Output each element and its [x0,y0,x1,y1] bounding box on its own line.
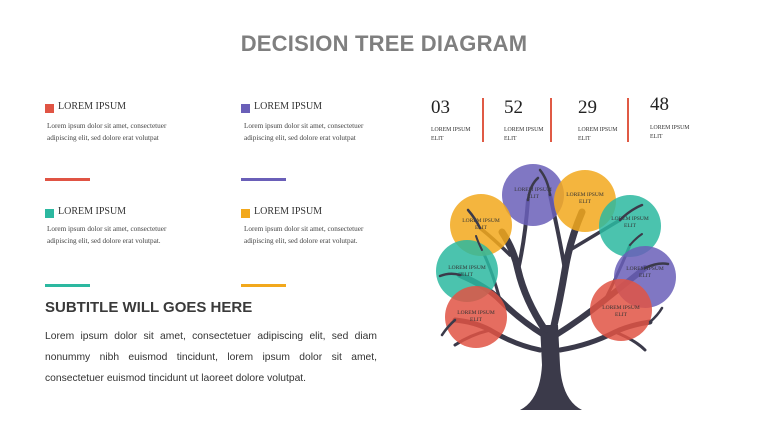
tree-node: LOREM IPSUM ELIT [502,164,564,226]
orange-square-icon [241,209,250,218]
stat-2-label: LOREM IPSUM ELIT [504,127,544,142]
svg-text:LOREM IPSUM: LOREM IPSUM [448,265,486,271]
purple-square-icon [241,104,250,113]
item-3-text: Lorem ipsum dolor sit amet, consectetuer… [47,225,167,245]
body-paragraph: Lorem ipsum dolor sit amet, consectetuer… [45,331,377,384]
teal-square-icon [45,209,54,218]
tree-node: LOREM IPSUM ELIT [436,240,498,302]
svg-text:ELIT: ELIT [624,223,637,229]
stat-2-value: 52 [504,97,523,118]
svg-text:LOREM IPSUM: LOREM IPSUM [514,187,552,193]
svg-text:LOREM IPSUM: LOREM IPSUM [462,218,500,224]
item-3-title: LOREM IPSUM [58,206,127,217]
item-2-title: LOREM IPSUM [254,101,323,112]
tree-node: LOREM IPSUM ELIT [445,286,507,348]
stat-divider-1 [482,98,484,142]
stat-3-value: 29 [578,97,597,118]
svg-text:LOREM IPSUM: LOREM IPSUM [602,305,640,311]
item-4-title: LOREM IPSUM [254,206,323,217]
subtitle: SUBTITLE WILL GOES HERE [45,299,253,316]
svg-text:ELIT: ELIT [461,272,474,278]
svg-text:ELIT: ELIT [639,273,652,279]
stat-4-label: LOREM IPSUM ELIT [650,125,690,140]
item-4-underline [241,284,286,287]
svg-text:ELIT: ELIT [475,225,488,231]
svg-text:LOREM IPSUM: LOREM IPSUM [566,192,604,198]
stat-3-label: LOREM IPSUM ELIT [578,127,618,142]
item-1-text: Lorem ipsum dolor sit amet, consectetuer… [47,122,167,142]
item-1-underline [45,178,90,181]
stat-1-label: LOREM IPSUM ELIT [431,127,471,142]
page-title: DECISION TREE DIAGRAM [240,31,528,56]
stat-4-value: 48 [650,94,669,115]
item-4-text: Lorem ipsum dolor sit amet, consectetuer… [244,225,364,245]
stat-divider-3 [627,98,629,142]
red-square-icon [45,104,54,113]
stat-divider-2 [550,98,552,142]
item-2-text: Lorem ipsum dolor sit amet, consectetuer… [244,122,364,142]
item-2-underline [241,178,286,181]
svg-text:ELIT: ELIT [527,194,540,200]
item-3-underline [45,284,90,287]
item-1-title: LOREM IPSUM [58,101,127,112]
svg-text:LOREM IPSUM: LOREM IPSUM [611,216,649,222]
tree-circles: LOREM IPSUM ELIT LOREM IPSUM ELIT LOREM … [436,164,676,348]
tree-node: LOREM IPSUM ELIT [590,279,652,341]
tree-branches-overlay [438,168,670,337]
decision-tree-diagram: LOREM IPSUM ELIT LOREM IPSUM ELIT LOREM … [436,164,676,410]
svg-text:ELIT: ELIT [579,199,592,205]
stat-1-value: 03 [431,97,450,118]
svg-text:LOREM IPSUM: LOREM IPSUM [457,310,495,316]
svg-text:ELIT: ELIT [615,312,628,318]
svg-text:ELIT: ELIT [470,317,483,323]
tree-node: LOREM IPSUM ELIT [599,195,661,257]
